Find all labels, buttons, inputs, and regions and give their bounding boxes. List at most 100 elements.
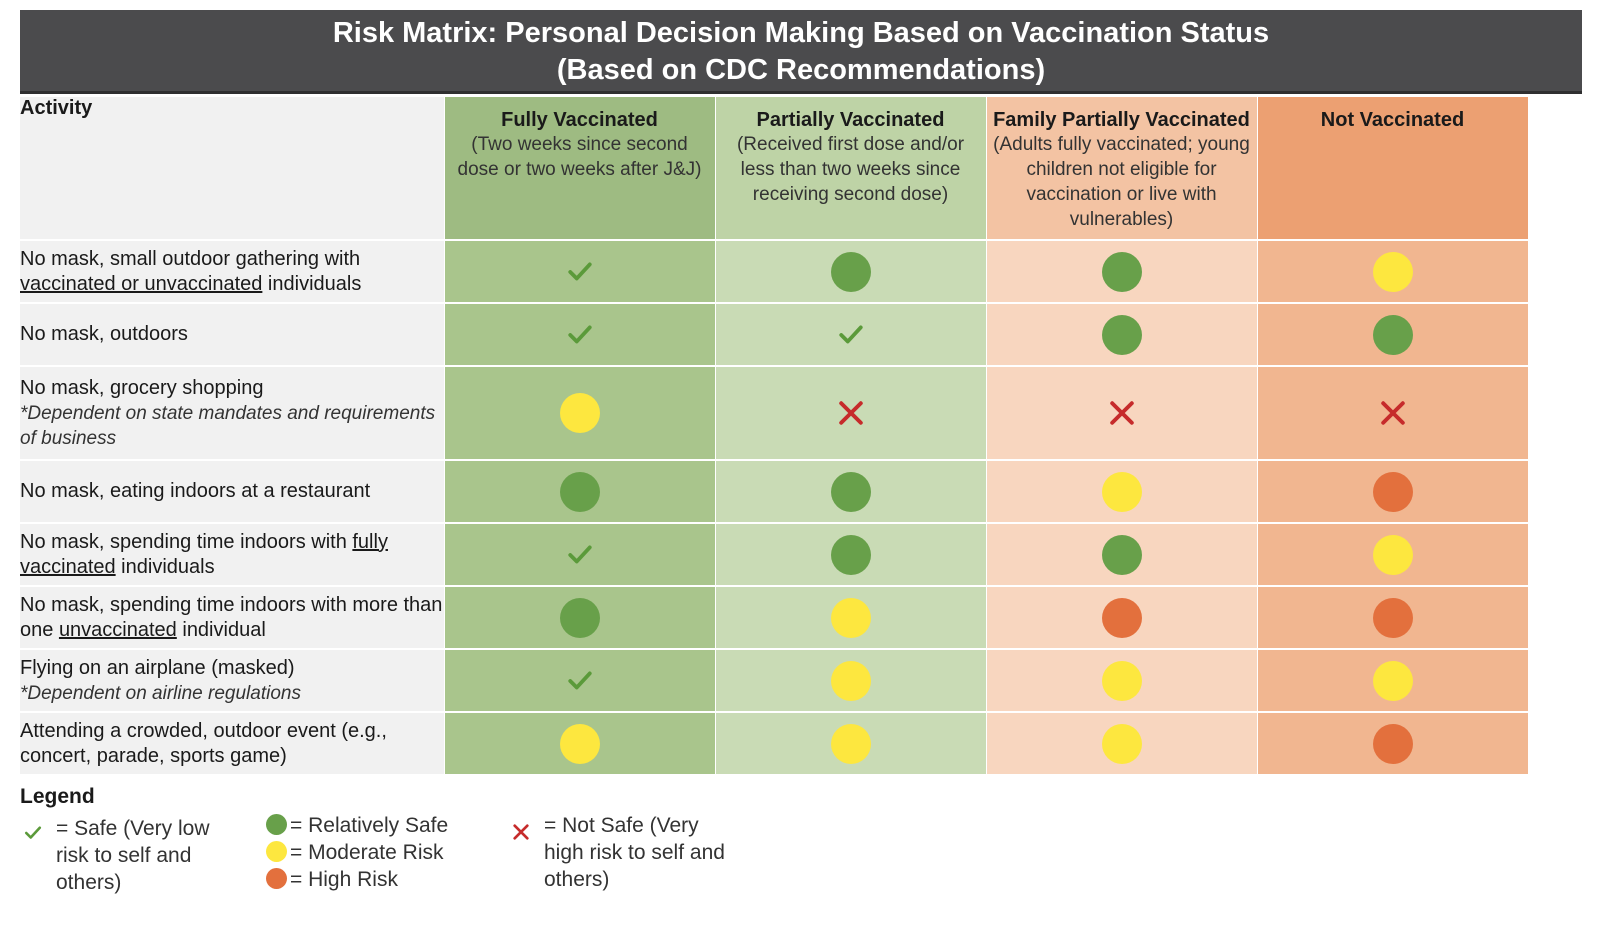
- legend-relatively-safe-label: = Relatively Safe: [290, 814, 449, 837]
- yellow-dot-icon: [1372, 534, 1413, 575]
- green-dot-icon: [266, 814, 287, 835]
- yellow-dot-icon: [1372, 251, 1413, 292]
- legend-title: Legend: [20, 785, 95, 808]
- yellow-dot-icon: [830, 660, 871, 701]
- rating-cell-not-vaccinated: [1257, 523, 1529, 587]
- activity-label-text: No mask, spending time indoors with more…: [20, 593, 443, 641]
- activity-label-text: Flying on an airplane (masked): [20, 656, 295, 679]
- rating-cell-family-partially-vaccinated: [986, 240, 1258, 304]
- check-icon: [567, 262, 592, 280]
- activity-label-text: individual: [176, 618, 266, 641]
- column-header-title: Not Vaccinated: [1320, 109, 1465, 131]
- activity-label: No mask, spending time indoors with full…: [20, 531, 388, 578]
- table-row: No mask, grocery shopping *Dependent on s…: [20, 366, 1529, 461]
- activity-cell: No mask, spending time indoors with more…: [20, 586, 445, 650]
- column-header-family-partially-vaccinated: Family Partially Vaccinated (Adults full…: [986, 97, 1258, 241]
- rating-cell-not-vaccinated: [1257, 460, 1529, 524]
- rating-cell-family-partially-vaccinated: [986, 366, 1258, 461]
- green-dot-icon: [1101, 534, 1142, 575]
- legend: Legend = Safe (Very low risk to self and…: [20, 785, 920, 925]
- green-dot-icon: [1101, 251, 1142, 292]
- title-line-2: (Based on CDC Recommendations): [556, 54, 1046, 86]
- rating-cell-family-partially-vaccinated: [986, 586, 1258, 650]
- table-row: No mask, spending time indoors with more…: [20, 586, 1529, 650]
- matrix-body: No mask, small outdoor gathering with va…: [20, 240, 1529, 776]
- green-dot-icon: [1101, 314, 1142, 355]
- activity-column-header: Activity: [20, 97, 445, 241]
- rating-cell-partially-vaccinated: [715, 523, 987, 587]
- rating-cell-partially-vaccinated: [715, 649, 987, 713]
- activity-label-emphasis: vaccinated or unvaccinated: [20, 272, 263, 295]
- activity-cell: Flying on an airplane (masked) *Dependent…: [20, 649, 445, 713]
- column-header-title: Fully Vaccinated: [501, 109, 658, 131]
- table-row: No mask, outdoors: [20, 303, 1529, 367]
- legend-high-label: = High Risk: [290, 868, 398, 891]
- activity-cell: Attending a crowded, outdoor event (e.g.…: [20, 712, 445, 776]
- rating-cell-fully-vaccinated: [444, 240, 716, 304]
- activity-label-emphasis: fully vaccinated: [20, 530, 388, 578]
- orange-dot-icon: [1372, 471, 1413, 512]
- rating-cell-fully-vaccinated: [444, 523, 716, 587]
- yellow-dot-icon: [830, 597, 871, 638]
- orange-dot-icon: [266, 868, 287, 889]
- rating-cell-not-vaccinated: [1257, 240, 1529, 304]
- rating-cell-partially-vaccinated: [715, 586, 987, 650]
- yellow-dot-icon: [559, 393, 600, 433]
- activity-note: *Dependent on airline regulations: [20, 682, 301, 704]
- x-icon: [1109, 401, 1134, 425]
- column-header-partially-vaccinated: Partially Vaccinated (Received first dos…: [715, 97, 987, 241]
- column-header-fully-vaccinated: Fully Vaccinated (Two weeks since second…: [444, 97, 716, 241]
- table-row: No mask, eating indoors at a restaurant: [20, 460, 1529, 524]
- orange-dot-icon: [1101, 597, 1142, 638]
- yellow-dot-icon: [830, 723, 871, 764]
- activity-label-text: No mask, outdoors: [20, 323, 188, 345]
- title-line-1: Risk Matrix: Personal Decision Making Ba…: [332, 17, 1270, 49]
- check-icon: [838, 325, 863, 343]
- rating-cell-family-partially-vaccinated: [986, 649, 1258, 713]
- rating-cell-partially-vaccinated: [715, 460, 987, 524]
- orange-dot-icon: [1372, 597, 1413, 638]
- activity-cell: No mask, eating indoors at a restaurant: [20, 460, 445, 524]
- legend-high: = High Risk: [266, 866, 486, 893]
- page-title: Risk Matrix: Personal Decision Making Ba…: [20, 10, 1582, 94]
- green-dot-icon: [830, 534, 871, 575]
- activity-label: Flying on an airplane (masked): [20, 657, 295, 679]
- green-dot-icon: [830, 471, 871, 512]
- activity-label-text: No mask, grocery shopping: [20, 376, 264, 399]
- rating-cell-not-vaccinated: [1257, 586, 1529, 650]
- rating-cell-partially-vaccinated: [715, 712, 987, 776]
- rating-cell-not-vaccinated: [1257, 366, 1529, 461]
- activity-label-text: No mask, spending time indoors with: [20, 530, 353, 553]
- green-dot-icon: [559, 597, 600, 638]
- check-icon: [24, 826, 42, 840]
- orange-dot-icon: [1372, 723, 1413, 764]
- activity-label-text: individuals: [115, 555, 215, 578]
- rating-cell-fully-vaccinated: [444, 586, 716, 650]
- rating-cell-partially-vaccinated: [715, 240, 987, 304]
- activity-label-emphasis: unvaccinated: [58, 618, 177, 641]
- activity-cell: No mask, spending time indoors with full…: [20, 523, 445, 587]
- rating-cell-not-vaccinated: [1257, 303, 1529, 367]
- x-icon: [1380, 401, 1405, 425]
- table-row: Attending a crowded, outdoor event (e.g.…: [20, 712, 1529, 776]
- legend-not-safe-label: = Not Safe (Very high risk to self and o…: [544, 814, 725, 891]
- activity-label-text: No mask, small outdoor gathering with: [20, 247, 361, 270]
- rating-cell-fully-vaccinated: [444, 366, 716, 461]
- column-header-subtitle: (Adults fully vaccinated; young children…: [993, 134, 1250, 230]
- activity-note: *Dependent on state mandates and require…: [20, 402, 436, 449]
- legend-moderate: = Moderate Risk: [266, 839, 486, 866]
- green-dot-icon: [1372, 314, 1413, 355]
- green-dot-icon: [830, 251, 871, 292]
- activity-label: No mask, grocery shopping: [20, 377, 263, 399]
- legend-not-safe: [512, 818, 530, 845]
- column-header-title: Partially Vaccinated: [756, 109, 945, 131]
- yellow-dot-icon: [1101, 660, 1142, 701]
- activity-label-text: No mask, eating indoors at a restaurant: [20, 480, 371, 502]
- activity-label: No mask, spending time indoors with more…: [20, 594, 442, 641]
- activity-label-text: individuals: [262, 272, 362, 295]
- column-header-subtitle: (Two weeks since second dose or two week…: [457, 134, 702, 180]
- activity-label: No mask, outdoors: [20, 323, 188, 345]
- x-icon: [513, 824, 529, 841]
- yellow-dot-icon: [559, 723, 600, 764]
- risk-matrix-table: Activity Fully Vaccinated (Two weeks sin…: [20, 97, 1529, 776]
